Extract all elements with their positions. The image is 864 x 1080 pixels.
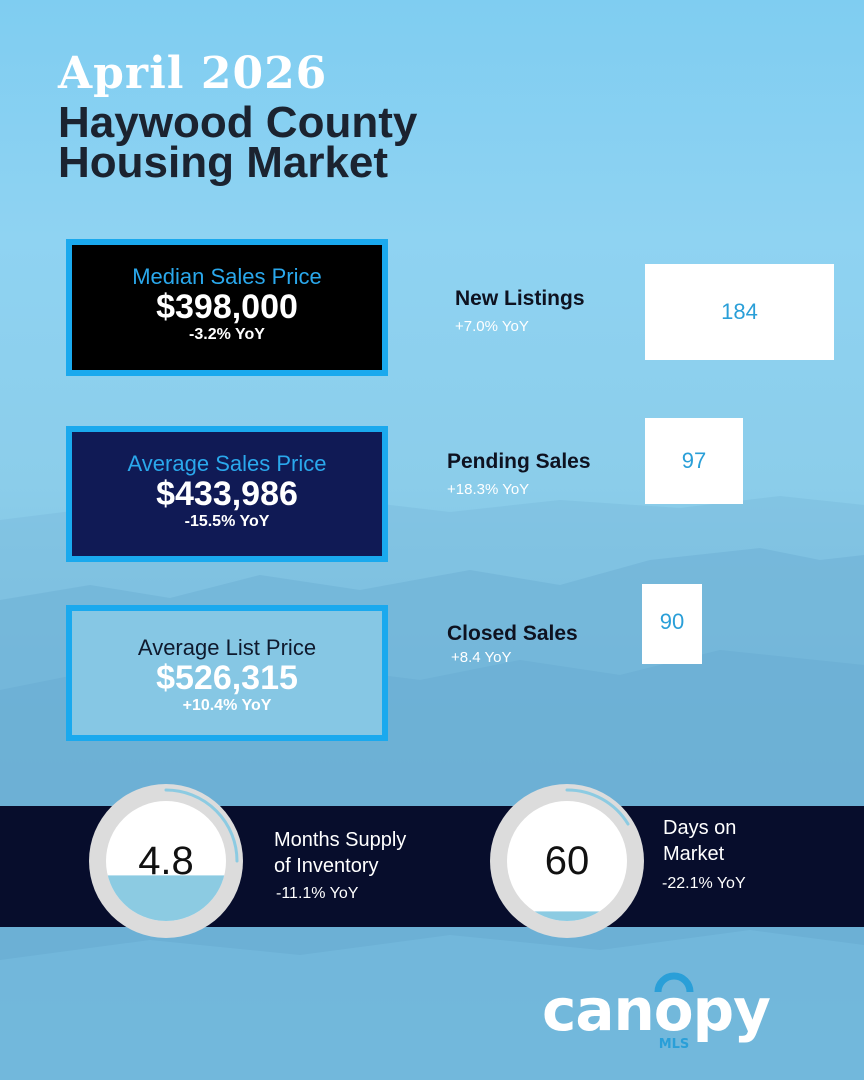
new-listings-value-box: 184: [645, 264, 834, 360]
page-title-line-2: Housing Market: [58, 138, 389, 187]
months-supply-label-line-2: of Inventory: [274, 855, 379, 877]
average-sales-price-change: -15.5% YoY: [184, 513, 270, 530]
days-on-market-label-line-2: Market: [663, 843, 725, 865]
logo-sub: MLS: [659, 1037, 690, 1052]
median-sales-price-label: Median Sales Price: [132, 264, 322, 289]
days-on-market-value: 60: [544, 839, 590, 883]
average-sales-price-value: $433,986: [156, 475, 298, 513]
closed-sales-value-box: 90: [642, 584, 702, 664]
days-on-market-gauge-graphic: [490, 784, 644, 938]
days-on-market-change: -22.1% YoY: [662, 875, 746, 892]
average-list-price-label: Average List Price: [137, 635, 317, 660]
median-sales-price-value: $398,000: [156, 288, 298, 326]
months-supply-gauge-graphic: [89, 784, 243, 938]
page-title-line-1: Haywood County: [58, 98, 418, 147]
average-list-price-card: Average List Price $526,315 +10.4% YoY: [66, 605, 388, 741]
closed-sales-label: Closed Sales: [447, 622, 578, 645]
average-sales-price-card: Average Sales Price $433,986 -15.5% YoY: [66, 426, 388, 562]
days-on-market-label-line-1: Days on: [663, 817, 737, 839]
svg-text:MLS: MLS: [659, 1037, 690, 1052]
months-supply-change: -11.1% YoY: [276, 885, 359, 902]
new-listings-label: New Listings: [455, 287, 585, 310]
closed-sales-change: +8.4 YoY: [451, 649, 512, 666]
pending-sales-value-box: 97: [645, 418, 743, 504]
pending-sales-label: Pending Sales: [447, 450, 591, 473]
months-supply-gauge: 4.8: [89, 784, 243, 938]
months-supply-value: 4.8: [138, 839, 194, 883]
median-sales-price-change: -3.2% YoY: [189, 326, 265, 343]
report-period: April 2026: [58, 48, 328, 99]
average-list-price-value: $526,315: [156, 659, 298, 697]
days-on-market-gauge: 60: [490, 784, 644, 938]
pending-sales-change: +18.3% YoY: [447, 481, 530, 498]
gauge-fill-level: [507, 911, 627, 921]
median-sales-price-card: Median Sales Price $398,000 -3.2% YoY: [66, 239, 388, 376]
average-sales-price-label: Average Sales Price: [127, 451, 327, 476]
months-supply-label-line-1: Months Supply: [274, 829, 407, 851]
average-list-price-change: +10.4% YoY: [182, 697, 272, 714]
canopy-mls-logo: canopy MLS: [542, 972, 771, 1052]
closed-sales-value: 90: [659, 609, 685, 634]
logo-wordmark: canopy: [542, 976, 770, 1044]
svg-text:canopy: canopy: [542, 976, 770, 1044]
new-listings-change: +7.0% YoY: [455, 318, 529, 335]
